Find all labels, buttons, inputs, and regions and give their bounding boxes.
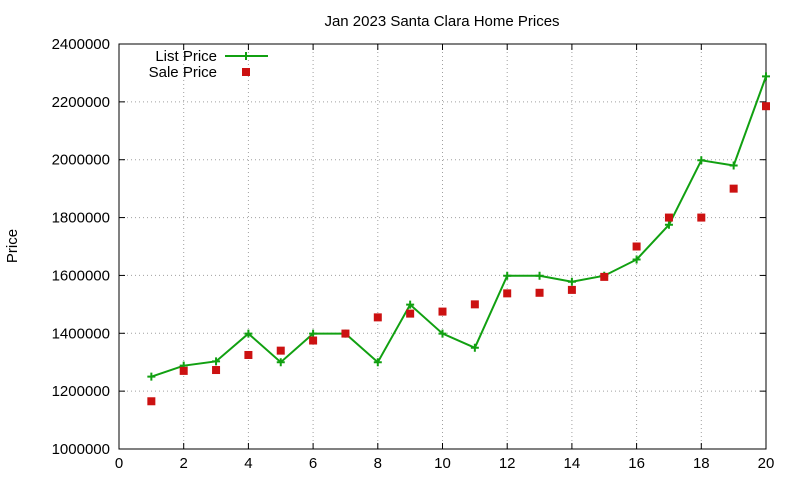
- y-tick-label: 2400000: [52, 36, 110, 53]
- data-point: [535, 271, 544, 280]
- data-point: [212, 366, 221, 375]
- data-point: [503, 289, 512, 298]
- data-point: [697, 156, 706, 165]
- data-point: [147, 397, 156, 406]
- legend-item: Sale Price: [149, 64, 250, 81]
- axes: 0 2 4 6 8 10 12 14 16 18 20 1000000 1200000 1400000 16…: [52, 36, 775, 472]
- data-point: [729, 184, 738, 193]
- x-tick-label: 12: [499, 455, 516, 472]
- data-point: [341, 329, 350, 338]
- x-tick-label: 18: [693, 455, 710, 472]
- data-point: [762, 102, 770, 111]
- data-point: [729, 161, 738, 170]
- data-point: [470, 300, 479, 309]
- data-point: [535, 288, 544, 297]
- data-point: [147, 372, 156, 381]
- data-point: [632, 242, 641, 251]
- x-tick-label: 20: [758, 455, 775, 472]
- data-point: [664, 213, 673, 222]
- data-point: [373, 313, 382, 322]
- x-tick-label: 6: [309, 455, 317, 472]
- data-point: [406, 309, 415, 318]
- y-axis-label: Price: [4, 229, 21, 263]
- data-point: [438, 329, 447, 338]
- y-tick-label: 1800000: [52, 210, 110, 227]
- y-tick-label: 2000000: [52, 152, 110, 169]
- y-tick-label: 1400000: [52, 325, 110, 342]
- y-tick-label: 1200000: [52, 383, 110, 400]
- x-tick-label: 8: [374, 455, 382, 472]
- y-tick-label: 2200000: [52, 94, 110, 111]
- x-tick-label: 0: [115, 455, 123, 472]
- data-point: [567, 277, 576, 286]
- data-point: [406, 300, 415, 309]
- data-point: [244, 350, 253, 359]
- series: [147, 72, 770, 406]
- data-point: [438, 307, 447, 316]
- legend-swatch-marker: [242, 68, 250, 76]
- data-point: [632, 255, 641, 264]
- data-point: [600, 272, 609, 281]
- x-tick-label: 4: [244, 455, 252, 472]
- y-tick-label: 1600000: [52, 267, 110, 284]
- data-point: [309, 329, 318, 338]
- x-tick-label: 14: [564, 455, 581, 472]
- data-point: [567, 285, 576, 294]
- legend-item: List Price: [155, 48, 268, 65]
- x-tick-label: 16: [628, 455, 645, 472]
- data-point: [503, 271, 512, 280]
- data-point: [276, 358, 285, 367]
- data-point: [470, 343, 479, 352]
- series-sale-price: [147, 102, 770, 406]
- grid: [119, 44, 766, 449]
- series-list-price: [147, 72, 770, 381]
- legend-swatch-marker: [242, 52, 250, 60]
- data-point: [276, 346, 285, 355]
- legend-label: List Price: [155, 48, 217, 65]
- data-point: [212, 357, 221, 366]
- data-point: [762, 72, 770, 81]
- series-line: [151, 76, 767, 378]
- data-point: [664, 220, 673, 229]
- y-tick-label: 1000000: [52, 441, 110, 458]
- data-point: [244, 329, 253, 338]
- x-tick-label: 10: [434, 455, 451, 472]
- data-point: [373, 358, 382, 367]
- data-point: [697, 213, 706, 222]
- chart-title: Jan 2023 Santa Clara Home Prices: [324, 13, 559, 30]
- data-point: [179, 366, 188, 375]
- x-tick-label: 2: [180, 455, 188, 472]
- legend-label: Sale Price: [149, 64, 217, 81]
- data-point: [309, 336, 318, 345]
